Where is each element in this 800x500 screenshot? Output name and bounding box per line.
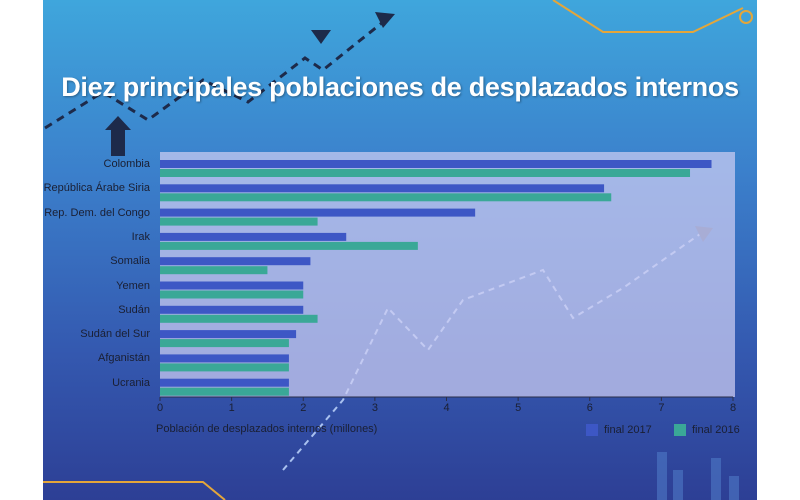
chart-title: Diez principales poblaciones de desplaza… <box>61 72 739 102</box>
deco-circuit-node <box>739 10 753 24</box>
category-label: Rep. Dem. del Congo <box>44 206 150 219</box>
bar-2017 <box>160 378 289 387</box>
category-label: Sudán <box>118 303 150 316</box>
infographic-poster: Diez principales poblaciones de desplaza… <box>43 0 757 500</box>
deco-circuit-line-bottom <box>43 481 226 500</box>
legend-label-2016: final 2016 <box>692 424 740 436</box>
bar-2016 <box>160 169 691 177</box>
bar-2017 <box>160 232 347 241</box>
deco-building-1 <box>657 452 667 500</box>
bar-2016 <box>160 314 318 323</box>
deco-trend-line-top <box>44 20 384 130</box>
bar-2016 <box>160 290 304 299</box>
category-label: Sudán del Sur <box>80 328 150 341</box>
bar-2016 <box>160 266 268 275</box>
bar-2016 <box>160 387 289 396</box>
deco-arrowhead-small <box>311 30 331 44</box>
deco-building-3 <box>711 458 721 500</box>
legend-item-2017: final 2017 <box>586 424 652 436</box>
x-tick-label: 3 <box>371 402 378 414</box>
x-tick-label: 2 <box>300 402 307 414</box>
deco-arrow-up <box>111 126 125 156</box>
deco-building-4 <box>729 476 739 500</box>
category-label: República Árabe Siria <box>43 182 150 195</box>
category-label: Colombia <box>103 158 150 170</box>
legend-swatch-2017 <box>586 424 598 436</box>
bar-2017 <box>160 160 712 168</box>
bar-2016 <box>160 241 418 250</box>
bar-2016 <box>160 193 612 202</box>
legend-label-2017: final 2017 <box>604 424 652 436</box>
bar-2016 <box>160 217 318 226</box>
bar-2016 <box>160 363 289 372</box>
x-tick-label: 4 <box>443 402 450 414</box>
category-label: Ucrania <box>112 376 150 389</box>
bar-2017 <box>160 305 304 314</box>
category-label: Afganistán <box>98 352 150 365</box>
bar-2016 <box>160 339 289 348</box>
deco-arrow-up-head <box>105 116 131 130</box>
category-label: Yemen <box>116 279 150 292</box>
category-label: Irak <box>131 230 150 243</box>
bar-2017 <box>160 354 289 363</box>
x-tick-label: 0 <box>156 402 164 414</box>
x-axis-label: Población de desplazados internos (millo… <box>156 423 378 435</box>
bar-2017 <box>160 257 311 266</box>
legend-swatch-2016 <box>674 424 686 436</box>
deco-circuit-line-top <box>552 0 744 33</box>
x-tick-label: 8 <box>729 402 737 414</box>
bar-2017 <box>160 281 304 290</box>
bar-2017 <box>160 208 476 217</box>
deco-building-2 <box>673 470 683 500</box>
x-tick-label: 7 <box>658 402 665 414</box>
x-tick-label: 5 <box>515 402 522 414</box>
x-tick-label: 6 <box>586 402 593 414</box>
legend-item-2016: final 2016 <box>674 424 740 436</box>
x-tick-label: 1 <box>228 402 235 414</box>
deco-arrowhead-top <box>375 12 395 28</box>
bar-2017 <box>160 184 605 193</box>
category-label: Somalia <box>110 255 150 268</box>
bar-2017 <box>160 330 297 339</box>
